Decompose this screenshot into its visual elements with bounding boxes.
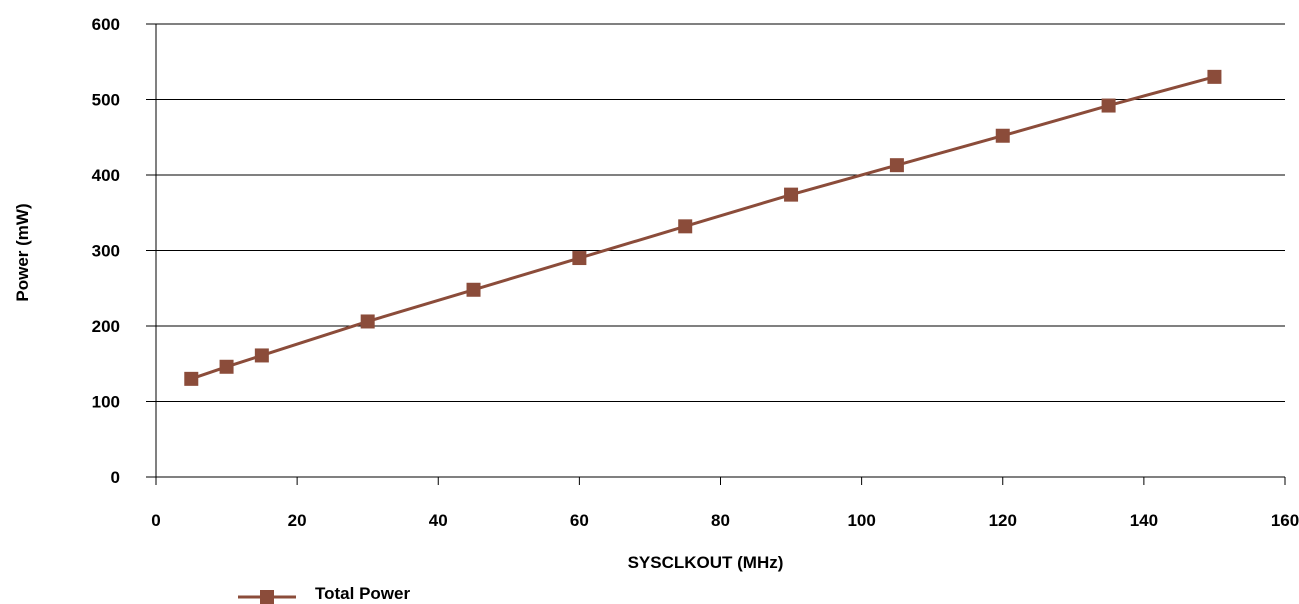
x-tick-label: 160 [1271, 511, 1299, 530]
axes [146, 23, 1286, 485]
data-point-marker [360, 314, 375, 329]
x-tick-label: 100 [847, 511, 875, 530]
data-point-marker [995, 128, 1010, 143]
data-point-marker [1207, 69, 1222, 84]
y-tick-label: 200 [92, 317, 120, 336]
x-tick-label: 60 [570, 511, 589, 530]
data-point-marker [1101, 98, 1116, 113]
y-tick-label: 100 [92, 393, 120, 412]
data-point-marker [889, 158, 904, 173]
data-point-marker [219, 359, 234, 374]
tick-labels: 0 100 200 300 400 500 600 0 20 40 60 80 100 120 140 160 [92, 15, 1299, 530]
y-tick-label: 600 [92, 15, 120, 34]
data-point-marker [254, 348, 269, 363]
x-tick-label: 20 [288, 511, 307, 530]
legend-label-total-power: Total Power [315, 584, 410, 603]
x-tick-label: 0 [151, 511, 160, 530]
legend-marker-total-power [260, 590, 274, 604]
series-layer [184, 69, 1222, 386]
data-point-marker [466, 282, 481, 297]
y-tick-label: 500 [92, 91, 120, 110]
x-tick-label: 140 [1130, 511, 1158, 530]
y-tick-label: 400 [92, 166, 120, 185]
x-tick-label: 120 [989, 511, 1017, 530]
x-tick-label: 80 [711, 511, 730, 530]
y-tick-label: 0 [111, 468, 120, 487]
series-line-total-power [190, 75, 1215, 381]
legend: Total Power [238, 584, 410, 604]
data-point-marker [184, 371, 199, 386]
data-point-marker [784, 187, 799, 202]
data-point-marker [678, 219, 693, 234]
data-point-marker [572, 251, 587, 266]
x-tick-label: 40 [429, 511, 448, 530]
y-axis-title: Power (mW) [13, 203, 32, 301]
y-tick-label: 300 [92, 242, 120, 261]
x-axis-title: SYSCLKOUT (MHz) [628, 553, 784, 572]
gridlines [156, 23, 1285, 402]
